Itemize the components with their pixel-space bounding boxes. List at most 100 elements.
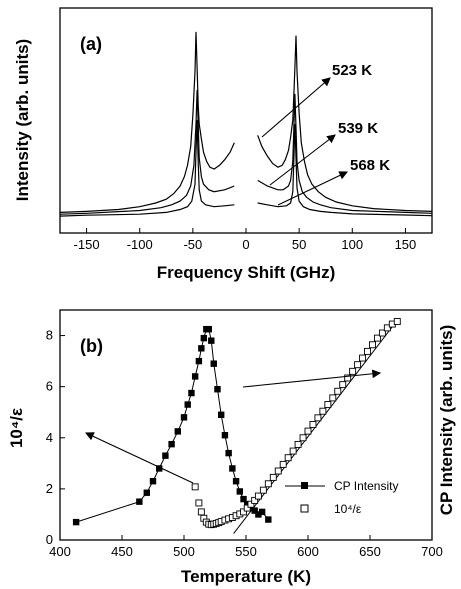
inverse-permittivity-point <box>369 341 376 349</box>
cp-intensity-point <box>162 452 169 459</box>
arrow-539k <box>269 134 336 186</box>
cp-intensity-point <box>229 465 236 472</box>
spectrum-568k-positive <box>257 123 433 217</box>
panel-a-x-tick-label: 100 <box>341 237 363 252</box>
legend-eps-label: 10⁴/ε <box>334 502 362 516</box>
cp-intensity-point <box>156 465 163 472</box>
inverse-permittivity-point <box>259 486 267 494</box>
panel-b-x-tick-label: 700 <box>421 544 443 559</box>
cp-intensity-point <box>225 449 232 457</box>
inverse-permittivity-point <box>294 440 302 448</box>
inverse-permittivity-point <box>240 508 247 516</box>
panel-b-y-tick-label: 0 <box>46 532 53 547</box>
inverse-permittivity-point <box>274 467 282 475</box>
inverse-permittivity-point <box>339 381 347 389</box>
inverse-permittivity-point <box>191 483 199 491</box>
cp-intensity-point <box>174 428 181 435</box>
inverse-permittivity-point <box>349 367 357 375</box>
label-568k: 568 K <box>350 157 390 174</box>
panel-a-y-label: Intensity (arb. units) <box>13 39 32 201</box>
panel-a-x-tick-label: -50 <box>183 237 202 252</box>
spectrum-523k-negative <box>59 31 235 213</box>
cp-intensity-point <box>136 498 143 505</box>
panel-b-tag: (b) <box>80 336 103 356</box>
inverse-permittivity-point <box>284 454 292 462</box>
panel-b-x-tick-label: 650 <box>359 544 381 559</box>
inverse-permittivity-point <box>195 499 203 507</box>
inverse-permittivity-point <box>269 473 277 481</box>
inverse-permittivity-point <box>264 480 272 488</box>
panel-b-x-tick-label: 500 <box>173 544 195 559</box>
panel-a-tag: (a) <box>80 34 102 54</box>
arrow-to-right-axis <box>242 369 382 388</box>
cp-intensity-point <box>200 334 208 342</box>
inverse-permittivity-point <box>319 407 327 415</box>
inverse-permittivity-point <box>279 460 287 468</box>
panel-a-x-label: Frequency Shift (GHz) <box>157 263 336 282</box>
cp-intensity-point <box>240 495 247 503</box>
cp-intensity-point <box>251 507 258 514</box>
cp-intensity-point <box>221 432 229 439</box>
cp-intensity-point <box>149 478 157 485</box>
cp-intensity-point <box>244 501 251 508</box>
cp-intensity-point <box>143 489 150 496</box>
cp-intensity-point <box>208 337 215 344</box>
cp-intensity-point <box>168 440 175 448</box>
inverse-permittivity-point <box>243 504 251 512</box>
panel-a-x-tick-label: -100 <box>127 237 153 252</box>
inverse-permittivity-point <box>344 374 352 382</box>
cp-intensity-point <box>214 386 221 393</box>
legend-cp-marker <box>301 482 308 489</box>
spectrum-523k-positive <box>257 35 433 212</box>
panel-b-x-tick-label: 600 <box>297 544 319 559</box>
cp-intensity-point <box>205 325 212 333</box>
cp-intensity-point <box>191 373 199 380</box>
panel-a-x-tick-label: 0 <box>242 237 249 252</box>
cp-intensity-point <box>210 360 217 367</box>
arrow-568k <box>277 171 348 206</box>
cp-intensity-point <box>218 411 225 418</box>
panel-a-series <box>59 31 433 217</box>
panel-b-x-tick-label: 550 <box>235 544 257 559</box>
spectrum-539k-negative <box>59 90 235 215</box>
panel-b-y-tick-label: 2 <box>46 481 53 496</box>
cp-intensity-point <box>72 518 80 526</box>
cp-intensity-point <box>184 401 191 408</box>
panel-a-x-tick-label: 150 <box>395 237 417 252</box>
inverse-permittivity-point <box>393 318 401 325</box>
inverse-permittivity-point <box>334 387 342 395</box>
arrow-523k <box>261 77 331 138</box>
panel-b-series <box>72 318 401 534</box>
panel-b-x-tick-label: 450 <box>111 544 133 559</box>
spectrum-568k-negative <box>59 120 235 217</box>
arrow-to-left-axis <box>85 432 194 484</box>
cp-intensity-point <box>258 508 266 516</box>
inverse-permittivity-point <box>378 329 386 337</box>
inverse-permittivity-point <box>197 508 205 516</box>
inverse-permittivity-point <box>324 401 332 409</box>
panel-b-y-ticks: 0 2 4 6 8 <box>46 328 65 547</box>
inverse-permittivity-point <box>299 434 307 442</box>
panel-b-y-tick-label: 4 <box>46 430 53 445</box>
cp-intensity-point <box>195 357 203 365</box>
legend-cp-label: CP Intensity <box>334 479 398 493</box>
cp-intensity-point <box>255 511 262 518</box>
spectrum-539k-positive <box>257 93 433 214</box>
cp-intensity-point <box>188 389 195 397</box>
inverse-permittivity-point <box>304 427 312 435</box>
inverse-permittivity-point <box>247 500 255 508</box>
panel-b-y-label-right: CP Intensity (arb. units) <box>437 325 456 516</box>
inverse-permittivity-point <box>314 414 322 422</box>
inverse-permittivity-point <box>383 324 391 332</box>
inverse-permittivity-point <box>309 421 317 428</box>
panel-b-y-tick-label: 6 <box>46 379 53 394</box>
inverse-permittivity-point <box>329 394 337 402</box>
panel-b-y-tick-label: 8 <box>46 328 53 343</box>
cp-intensity-point <box>236 488 243 495</box>
inverse-permittivity-point <box>364 347 371 355</box>
cp-intensity-point <box>232 478 240 485</box>
label-539k: 539 K <box>338 120 378 137</box>
panel-b-x-ticks: 400 450 500 550 600 650 700 <box>49 535 443 559</box>
label-523k: 523 K <box>332 62 372 79</box>
